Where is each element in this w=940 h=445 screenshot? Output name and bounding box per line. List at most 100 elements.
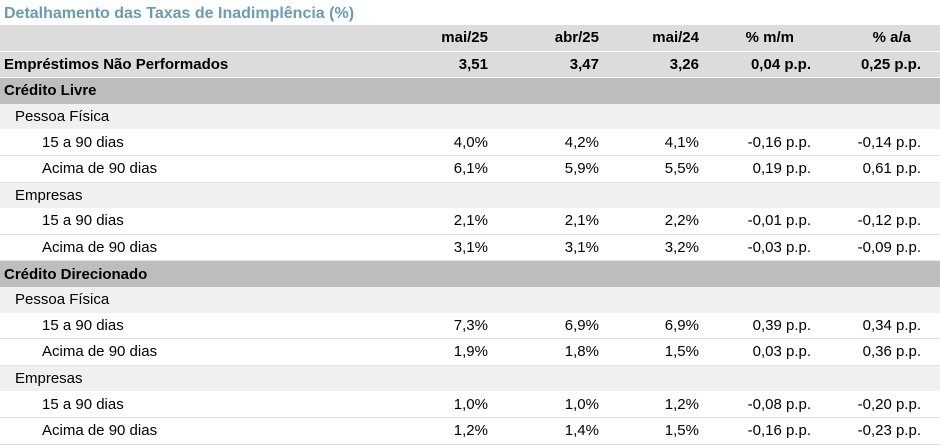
row-label: Empresas bbox=[0, 365, 389, 392]
cell-value bbox=[602, 260, 707, 287]
row-label bbox=[0, 25, 389, 52]
cell-value: 0,39 p.p. bbox=[707, 312, 820, 340]
cell-value: 3,51 bbox=[389, 51, 500, 79]
cell-value: 6,1% bbox=[389, 155, 500, 183]
cell-value: 5,5% bbox=[602, 155, 707, 183]
cell-value: 5,9% bbox=[500, 155, 602, 183]
cell-value: -0,16 p.p. bbox=[707, 417, 820, 445]
cell-value: 2,2% bbox=[602, 208, 707, 235]
cell-value: 4,2% bbox=[500, 129, 602, 156]
cell-value: 0,34 p.p. bbox=[820, 312, 940, 340]
cell-value bbox=[820, 103, 940, 130]
row-label: Acima de 90 dias bbox=[0, 234, 389, 262]
table-row: 15 a 90 dias 7,3% 6,9% 6,9% 0,39 p.p. 0,34 p.… bbox=[0, 312, 940, 340]
cell-value: -0,08 p.p. bbox=[707, 391, 820, 418]
cell-value: 0,61 p.p. bbox=[820, 155, 940, 183]
cell-value: -0,14 p.p. bbox=[820, 129, 940, 156]
cell-value: 4,0% bbox=[389, 129, 500, 156]
summary-row: Empréstimos Não Performados 3,51 3,47 3,26 0… bbox=[0, 51, 940, 79]
cell-value: 1,5% bbox=[602, 417, 707, 445]
row-label: 15 a 90 dias bbox=[0, 312, 389, 340]
cell-value bbox=[500, 182, 602, 209]
row-label: Crédito Direcionado bbox=[0, 260, 389, 287]
table-row: 15 a 90 dias 2,1% 2,1% 2,2% -0,01 p.p. -0,12 … bbox=[0, 208, 940, 235]
cell-value: -0,23 p.p. bbox=[820, 417, 940, 445]
header-row: mai/25 abr/25 mai/24% m/m% a/a bbox=[0, 25, 940, 52]
cell-value bbox=[707, 365, 820, 392]
cell-value bbox=[707, 103, 820, 130]
group-row: Pessoa Física bbox=[0, 286, 940, 313]
table-title: Detalhamento das Taxas de Inadimplência … bbox=[4, 5, 355, 22]
cell-value: 1,5% bbox=[602, 338, 707, 366]
row-label: Crédito Livre bbox=[0, 77, 389, 104]
cell-value bbox=[820, 260, 940, 287]
cell-value bbox=[389, 182, 500, 209]
cell-value bbox=[500, 260, 602, 287]
cell-value: 4,1% bbox=[602, 129, 707, 156]
group-row: Empresas bbox=[0, 182, 940, 209]
column-header: abr/25 bbox=[500, 25, 602, 52]
cell-value bbox=[707, 286, 820, 313]
cell-value: 7,3% bbox=[389, 312, 500, 340]
row-label: Acima de 90 dias bbox=[0, 155, 389, 183]
cell-value bbox=[820, 182, 940, 209]
cell-value: 0,03 p.p. bbox=[707, 338, 820, 366]
row-label: Empresas bbox=[0, 182, 389, 209]
cell-value: -0,12 p.p. bbox=[820, 208, 940, 235]
cell-value: 0,19 p.p. bbox=[707, 155, 820, 183]
cell-value bbox=[707, 260, 820, 287]
cell-value: 2,1% bbox=[389, 208, 500, 235]
group-row: Pessoa Física bbox=[0, 103, 940, 130]
cell-value bbox=[389, 286, 500, 313]
cell-value bbox=[602, 286, 707, 313]
cell-value: 1,2% bbox=[602, 391, 707, 418]
cell-value: -0,16 p.p. bbox=[707, 129, 820, 156]
cell-value bbox=[500, 365, 602, 392]
column-header: % a/a bbox=[820, 25, 940, 52]
cell-value: -0,03 p.p. bbox=[707, 234, 820, 262]
row-label: Pessoa Física bbox=[0, 103, 389, 130]
cell-value: -0,09 p.p. bbox=[820, 234, 940, 262]
cell-value: 1,2% bbox=[389, 417, 500, 445]
column-header: mai/25 bbox=[389, 25, 500, 52]
table-row: 15 a 90 dias 1,0% 1,0% 1,2% -0,08 p.p. -0,20 … bbox=[0, 391, 940, 418]
cell-value: 1,0% bbox=[389, 391, 500, 418]
cell-value bbox=[602, 365, 707, 392]
cell-value bbox=[707, 77, 820, 104]
group-row: Empresas bbox=[0, 365, 940, 392]
row-label: 15 a 90 dias bbox=[0, 129, 389, 156]
table-row: Acima de 90 dias 3,1% 3,1% 3,2% -0,03 p.p. -0… bbox=[0, 234, 940, 262]
cell-value: 6,9% bbox=[500, 312, 602, 340]
cell-value: 3,2% bbox=[602, 234, 707, 262]
row-label: Pessoa Física bbox=[0, 286, 389, 313]
cell-value bbox=[500, 286, 602, 313]
cell-value: 1,0% bbox=[500, 391, 602, 418]
row-label: 15 a 90 dias bbox=[0, 391, 389, 418]
table-body: mai/25 abr/25 mai/24% m/m% a/a Empréstimos … bbox=[0, 25, 940, 445]
cell-value: 0,25 p.p. bbox=[820, 51, 940, 79]
cell-value: 0,04 p.p. bbox=[707, 51, 820, 79]
table-row: Acima de 90 dias 1,2% 1,4% 1,5% -0,16 p.p. -0… bbox=[0, 417, 940, 445]
delinquency-table: mai/25 abr/25 mai/24% m/m% a/a Empréstimos … bbox=[0, 25, 940, 445]
cell-value bbox=[500, 77, 602, 104]
cell-value bbox=[707, 182, 820, 209]
cell-value bbox=[500, 103, 602, 130]
cell-value bbox=[820, 286, 940, 313]
cell-value: 0,36 p.p. bbox=[820, 338, 940, 366]
cell-value: 3,47 bbox=[500, 51, 602, 79]
column-header: % m/m bbox=[707, 25, 820, 52]
table-row: Acima de 90 dias 6,1% 5,9% 5,5% 0,19 p.p. 0,6… bbox=[0, 155, 940, 183]
cell-value bbox=[389, 103, 500, 130]
table-row: 15 a 90 dias 4,0% 4,2% 4,1% -0,16 p.p. -0,14 … bbox=[0, 129, 940, 156]
cell-value: 3,1% bbox=[500, 234, 602, 262]
cell-value: 3,1% bbox=[389, 234, 500, 262]
cell-value: 2,1% bbox=[500, 208, 602, 235]
cell-value: -0,01 p.p. bbox=[707, 208, 820, 235]
row-label: Empréstimos Não Performados bbox=[0, 51, 389, 79]
row-label: 15 a 90 dias bbox=[0, 208, 389, 235]
cell-value: 1,4% bbox=[500, 417, 602, 445]
table-row: Acima de 90 dias 1,9% 1,8% 1,5% 0,03 p.p. 0,3… bbox=[0, 338, 940, 366]
cell-value: 3,26 bbox=[602, 51, 707, 79]
cell-value bbox=[389, 260, 500, 287]
section-row: Crédito Direcionado bbox=[0, 260, 940, 287]
